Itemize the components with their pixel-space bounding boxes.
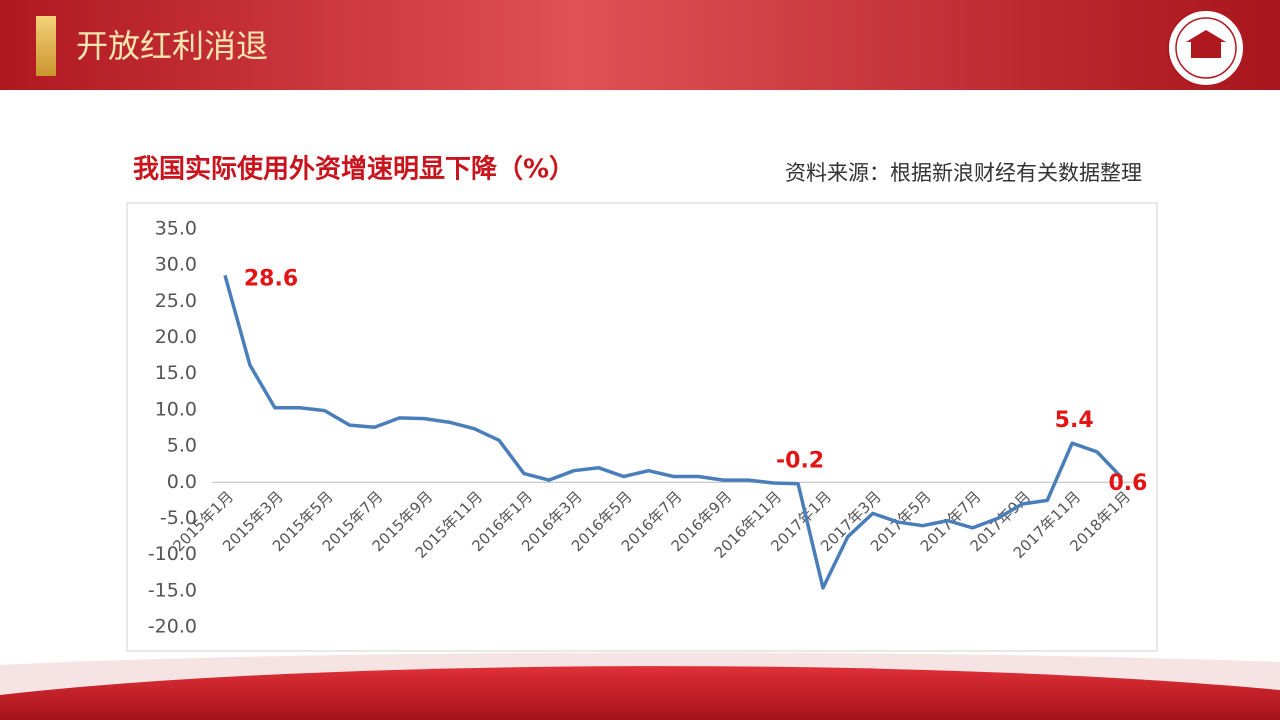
y-tick-label: 5.0 <box>167 435 197 457</box>
y-tick-label: 15.0 <box>155 362 197 384</box>
chart-title: 我国实际使用外资增速明显下降（%） <box>133 154 575 185</box>
header-accent <box>36 16 56 76</box>
value-label: 5.4 <box>1055 408 1094 433</box>
value-label: 0.6 <box>1109 471 1148 496</box>
y-tick-label: -20.0 <box>148 616 197 638</box>
value-label: 28.6 <box>244 266 298 291</box>
y-tick-label: 10.0 <box>155 398 197 420</box>
y-tick-label: -15.0 <box>148 579 197 601</box>
source-note: 资料来源：根据新浪财经有关数据整理 <box>785 161 1142 185</box>
data-line <box>223 274 1124 590</box>
logo <box>1167 9 1245 87</box>
value-label: -0.2 <box>776 449 824 474</box>
y-tick-label: 20.0 <box>155 326 197 348</box>
y-tick-label: 30.0 <box>155 254 197 276</box>
y-tick-label: 25.0 <box>155 290 197 312</box>
chart-frame <box>126 202 1158 652</box>
y-tick-label: -5.0 <box>160 507 197 529</box>
y-tick-label: -10.0 <box>148 543 197 565</box>
wave <box>0 666 1280 720</box>
header-band <box>0 0 1280 90</box>
header-title: 开放红利消退 <box>76 27 268 65</box>
y-tick-label: 35.0 <box>155 218 197 240</box>
y-tick-label: 0.0 <box>167 471 197 493</box>
